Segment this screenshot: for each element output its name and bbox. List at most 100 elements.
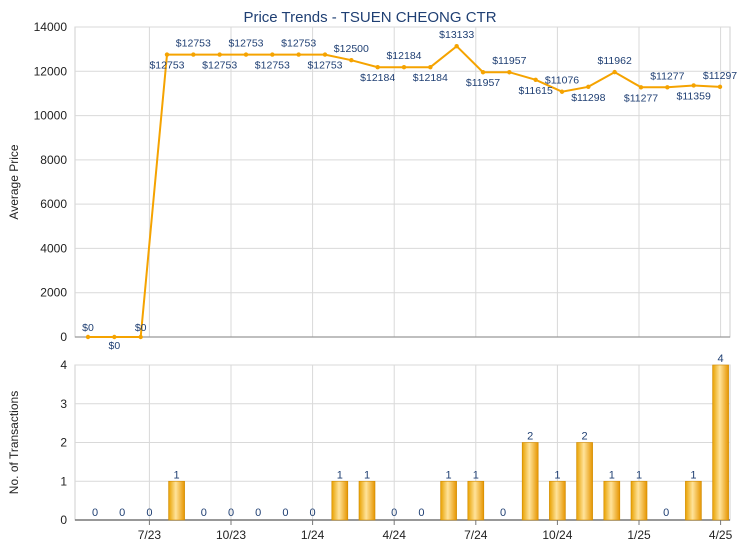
- bar-data-label: 0: [146, 507, 152, 519]
- x-tick-label: 4/24: [383, 528, 407, 542]
- price-data-label: $12184: [386, 50, 421, 62]
- price-point: [322, 52, 328, 57]
- price-point: [401, 65, 407, 70]
- price-point: [533, 77, 538, 83]
- x-tick-label: 10/23: [216, 528, 246, 542]
- bar-data-label: 0: [663, 507, 669, 519]
- price-data-label: $11298: [571, 92, 605, 104]
- price-data-label: $12753: [307, 60, 342, 72]
- price-data-label: $12753: [149, 60, 184, 72]
- transaction-bar: [168, 480, 185, 521]
- x-tick-label: 7/23: [138, 528, 162, 542]
- bar-data-label: 0: [391, 507, 397, 519]
- plot-frame: [74, 26, 731, 338]
- price-point: [586, 84, 591, 90]
- price-point: [217, 52, 222, 57]
- price-point: [85, 334, 91, 340]
- transaction-bar: [467, 480, 485, 521]
- price-data-label: $0: [108, 340, 120, 352]
- bar-data-label: 0: [500, 507, 506, 519]
- price-point: [296, 52, 301, 57]
- x-tick-label: 4/25: [709, 528, 733, 542]
- price-point: [243, 52, 249, 57]
- bar-data-label: 0: [310, 507, 316, 519]
- y-tick-label: 14000: [34, 20, 68, 34]
- bar-data-label: 0: [92, 507, 98, 519]
- y-axis-label: No. of Transactions: [7, 391, 21, 494]
- price-point: [191, 52, 196, 57]
- price-data-label: $11076: [545, 75, 579, 87]
- price-data-label: $11962: [598, 55, 632, 67]
- price-point: [612, 69, 617, 75]
- bar-data-label: 4: [718, 353, 724, 365]
- price-point: [638, 85, 644, 90]
- bar-data-label: 2: [527, 431, 533, 443]
- y-tick-label: 10000: [34, 109, 68, 123]
- price-point: [691, 83, 696, 88]
- y-tick-label: 0: [60, 513, 67, 527]
- price-data-label: $11277: [624, 92, 658, 104]
- bar-data-label: 1: [446, 469, 452, 481]
- x-tick-label: 1/24: [301, 528, 325, 542]
- price-point: [270, 52, 275, 57]
- bar-data-label: 0: [119, 507, 125, 519]
- transaction-bar: [331, 480, 349, 521]
- transaction-bar: [521, 442, 539, 521]
- price-data-label: $0: [82, 322, 94, 334]
- y-tick-label: 12000: [34, 64, 68, 78]
- y-tick-label: 6000: [40, 197, 67, 211]
- price-data-label: $11957: [466, 77, 500, 89]
- price-point: [164, 52, 170, 57]
- bar-data-label: 1: [364, 469, 370, 481]
- price-point: [717, 84, 723, 90]
- price-point: [349, 58, 354, 63]
- y-tick-label: 2: [60, 436, 67, 450]
- y-tick-label: 4: [60, 358, 67, 372]
- bar-data-label: 1: [554, 469, 560, 481]
- price-data-label: $11359: [677, 90, 711, 102]
- price-line: [88, 44, 721, 338]
- x-tick-label: 10/24: [542, 528, 572, 542]
- price-data-label: $12184: [360, 72, 395, 84]
- price-data-label: $11615: [519, 85, 553, 97]
- bar-data-label: 1: [636, 469, 642, 481]
- bar-data-label: 1: [174, 469, 180, 481]
- y-tick-label: 0: [60, 330, 67, 344]
- y-axis-label: Average Price: [7, 144, 21, 219]
- bar-data-label: 0: [255, 507, 261, 519]
- bar-data-label: 1: [473, 469, 479, 481]
- transaction-bar: [440, 480, 457, 521]
- price-point: [138, 334, 143, 340]
- price-data-label: $12753: [202, 60, 237, 72]
- price-data-label: $11277: [650, 70, 684, 82]
- transaction-bar: [712, 364, 729, 521]
- transaction-bar: [358, 480, 376, 521]
- bar-data-label: 0: [228, 507, 234, 519]
- transactions-panel: 0 1 2 3 4 No. of Transactions 0 0 0 1 0 0 0 0 0 1 1 0 0 1 10…: [7, 353, 733, 542]
- price-data-label: $11297: [703, 70, 737, 82]
- price-data-label: $12753: [176, 38, 211, 50]
- bar-data-label: 1: [337, 469, 343, 481]
- y-tick-label: 1: [60, 474, 67, 488]
- price-point: [559, 89, 565, 94]
- transaction-bar: [685, 480, 702, 521]
- price-point: [112, 334, 117, 340]
- price-point: [507, 70, 512, 75]
- bar-data-label: 2: [582, 431, 588, 443]
- price-data-label: $12500: [334, 43, 369, 55]
- price-point: [480, 70, 486, 75]
- price-point: [428, 65, 433, 70]
- price-point: [665, 85, 670, 90]
- price-point: [375, 65, 380, 70]
- transaction-bar: [630, 480, 648, 521]
- price-data-label: $11957: [492, 55, 526, 67]
- bar-data-label: 1: [609, 469, 615, 481]
- y-tick-label: 3: [60, 397, 67, 411]
- bar-data-label: 0: [282, 507, 288, 519]
- transaction-bar: [549, 480, 566, 521]
- transaction-bar: [576, 442, 593, 521]
- chart-title: Price Trends - TSUEN CHEONG CTR: [243, 9, 496, 26]
- price-data-label: $12184: [413, 72, 448, 84]
- price-data-label: $13133: [439, 29, 474, 41]
